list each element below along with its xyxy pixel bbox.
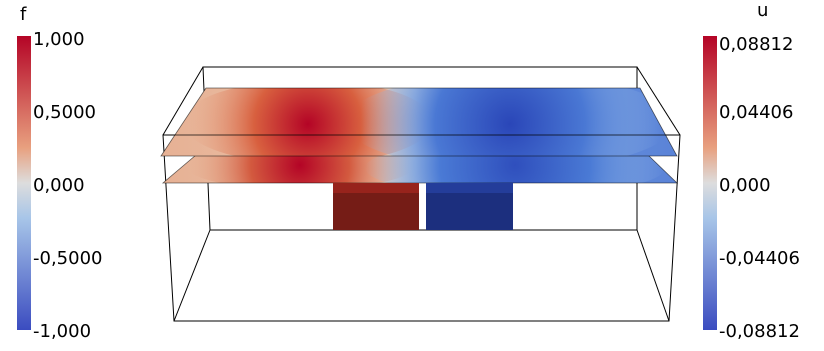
left-legend-tick: -0,5000 [33, 248, 103, 269]
left-colorbar [17, 36, 31, 330]
left-legend-tick: -1,000 [33, 321, 92, 342]
right-legend-tick: -0,08812 [719, 321, 800, 342]
right-legend-tick: 0,04406 [719, 102, 794, 123]
right-legend-tick: 0,000 [719, 175, 771, 196]
right-legend-tick: 0,08812 [719, 34, 794, 55]
source-block-positive [333, 183, 419, 230]
right-legend-title: u [757, 0, 769, 21]
left-legend-tick: 0,5000 [33, 102, 96, 123]
left-legend-tick: 0,000 [33, 175, 85, 196]
left-legend-tick: 1,000 [33, 29, 85, 50]
lower-field-plane [161, 154, 678, 184]
right-legend-tick: -0,04406 [719, 248, 800, 269]
left-legend-title: f [20, 4, 27, 25]
source-block-negative [426, 183, 513, 230]
right-colorbar [703, 36, 717, 330]
upper-field-plane [160, 87, 678, 157]
